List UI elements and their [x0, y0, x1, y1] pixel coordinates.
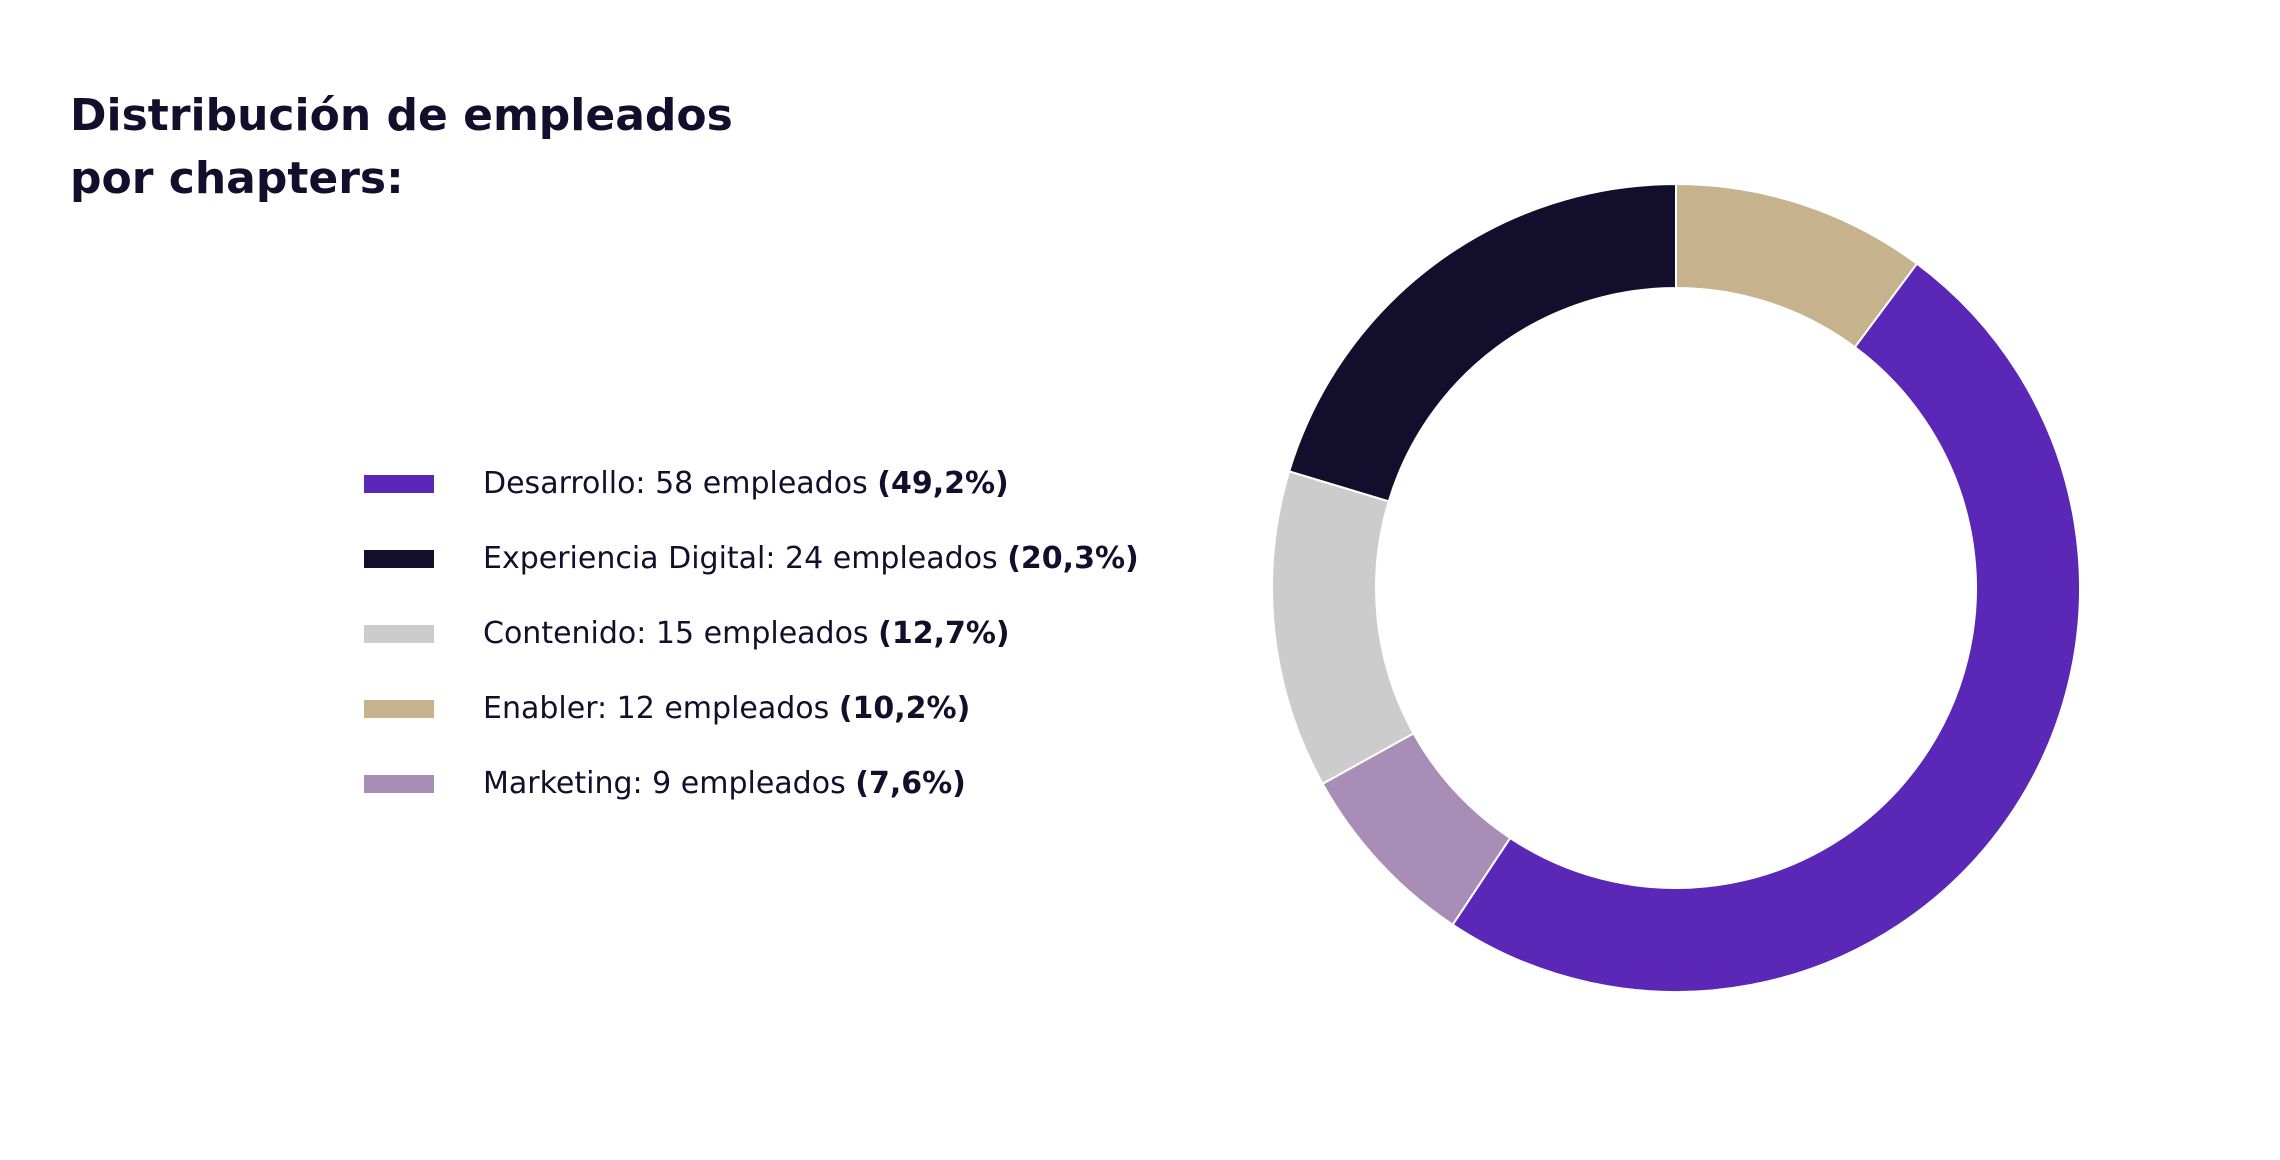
legend-percentage: (7,6%) — [855, 766, 966, 801]
donut-slice-contenido — [1271, 470, 1415, 786]
legend-swatch — [364, 550, 434, 568]
legend-swatch — [364, 775, 434, 793]
chart-title: Distribución de empleados por chapters: — [70, 84, 790, 210]
donut-slice-desarrollo — [1451, 262, 2081, 993]
legend-percentage: (10,2%) — [838, 691, 971, 726]
donut-slice-experiencia-digital — [1287, 182, 1677, 503]
legend-label: Marketing: 9 empleados (7,6%) — [483, 762, 966, 806]
legend-label: Desarrollo: 58 empleados (49,2%) — [483, 462, 1009, 506]
legend-percentage: (49,2%) — [877, 466, 1009, 501]
legend-percentage: (12,7%) — [878, 616, 1010, 651]
legend-percentage: (20,3%) — [1007, 541, 1139, 576]
legend-label-text: Contenido: 15 empleados — [483, 616, 879, 651]
legend-label-text: Marketing: 9 empleados — [483, 766, 856, 801]
legend-swatch — [364, 625, 434, 643]
legend-swatch — [364, 700, 434, 718]
legend-label-text: Desarrollo: 58 empleados — [483, 466, 878, 501]
legend-label-text: Experiencia Digital: 24 empleados — [483, 541, 1008, 576]
chart-title-line-1: Distribución de empleados — [70, 90, 733, 141]
chart-title-line-2: por chapters: — [70, 153, 404, 204]
legend-label-text: Enabler: 12 empleados — [483, 691, 839, 726]
legend-label: Contenido: 15 empleados (12,7%) — [483, 612, 1010, 656]
legend-label: Enabler: 12 empleados (10,2%) — [483, 687, 970, 731]
legend-label: Experiencia Digital: 24 empleados (20,3%… — [483, 537, 1139, 581]
legend-swatch — [364, 475, 434, 493]
